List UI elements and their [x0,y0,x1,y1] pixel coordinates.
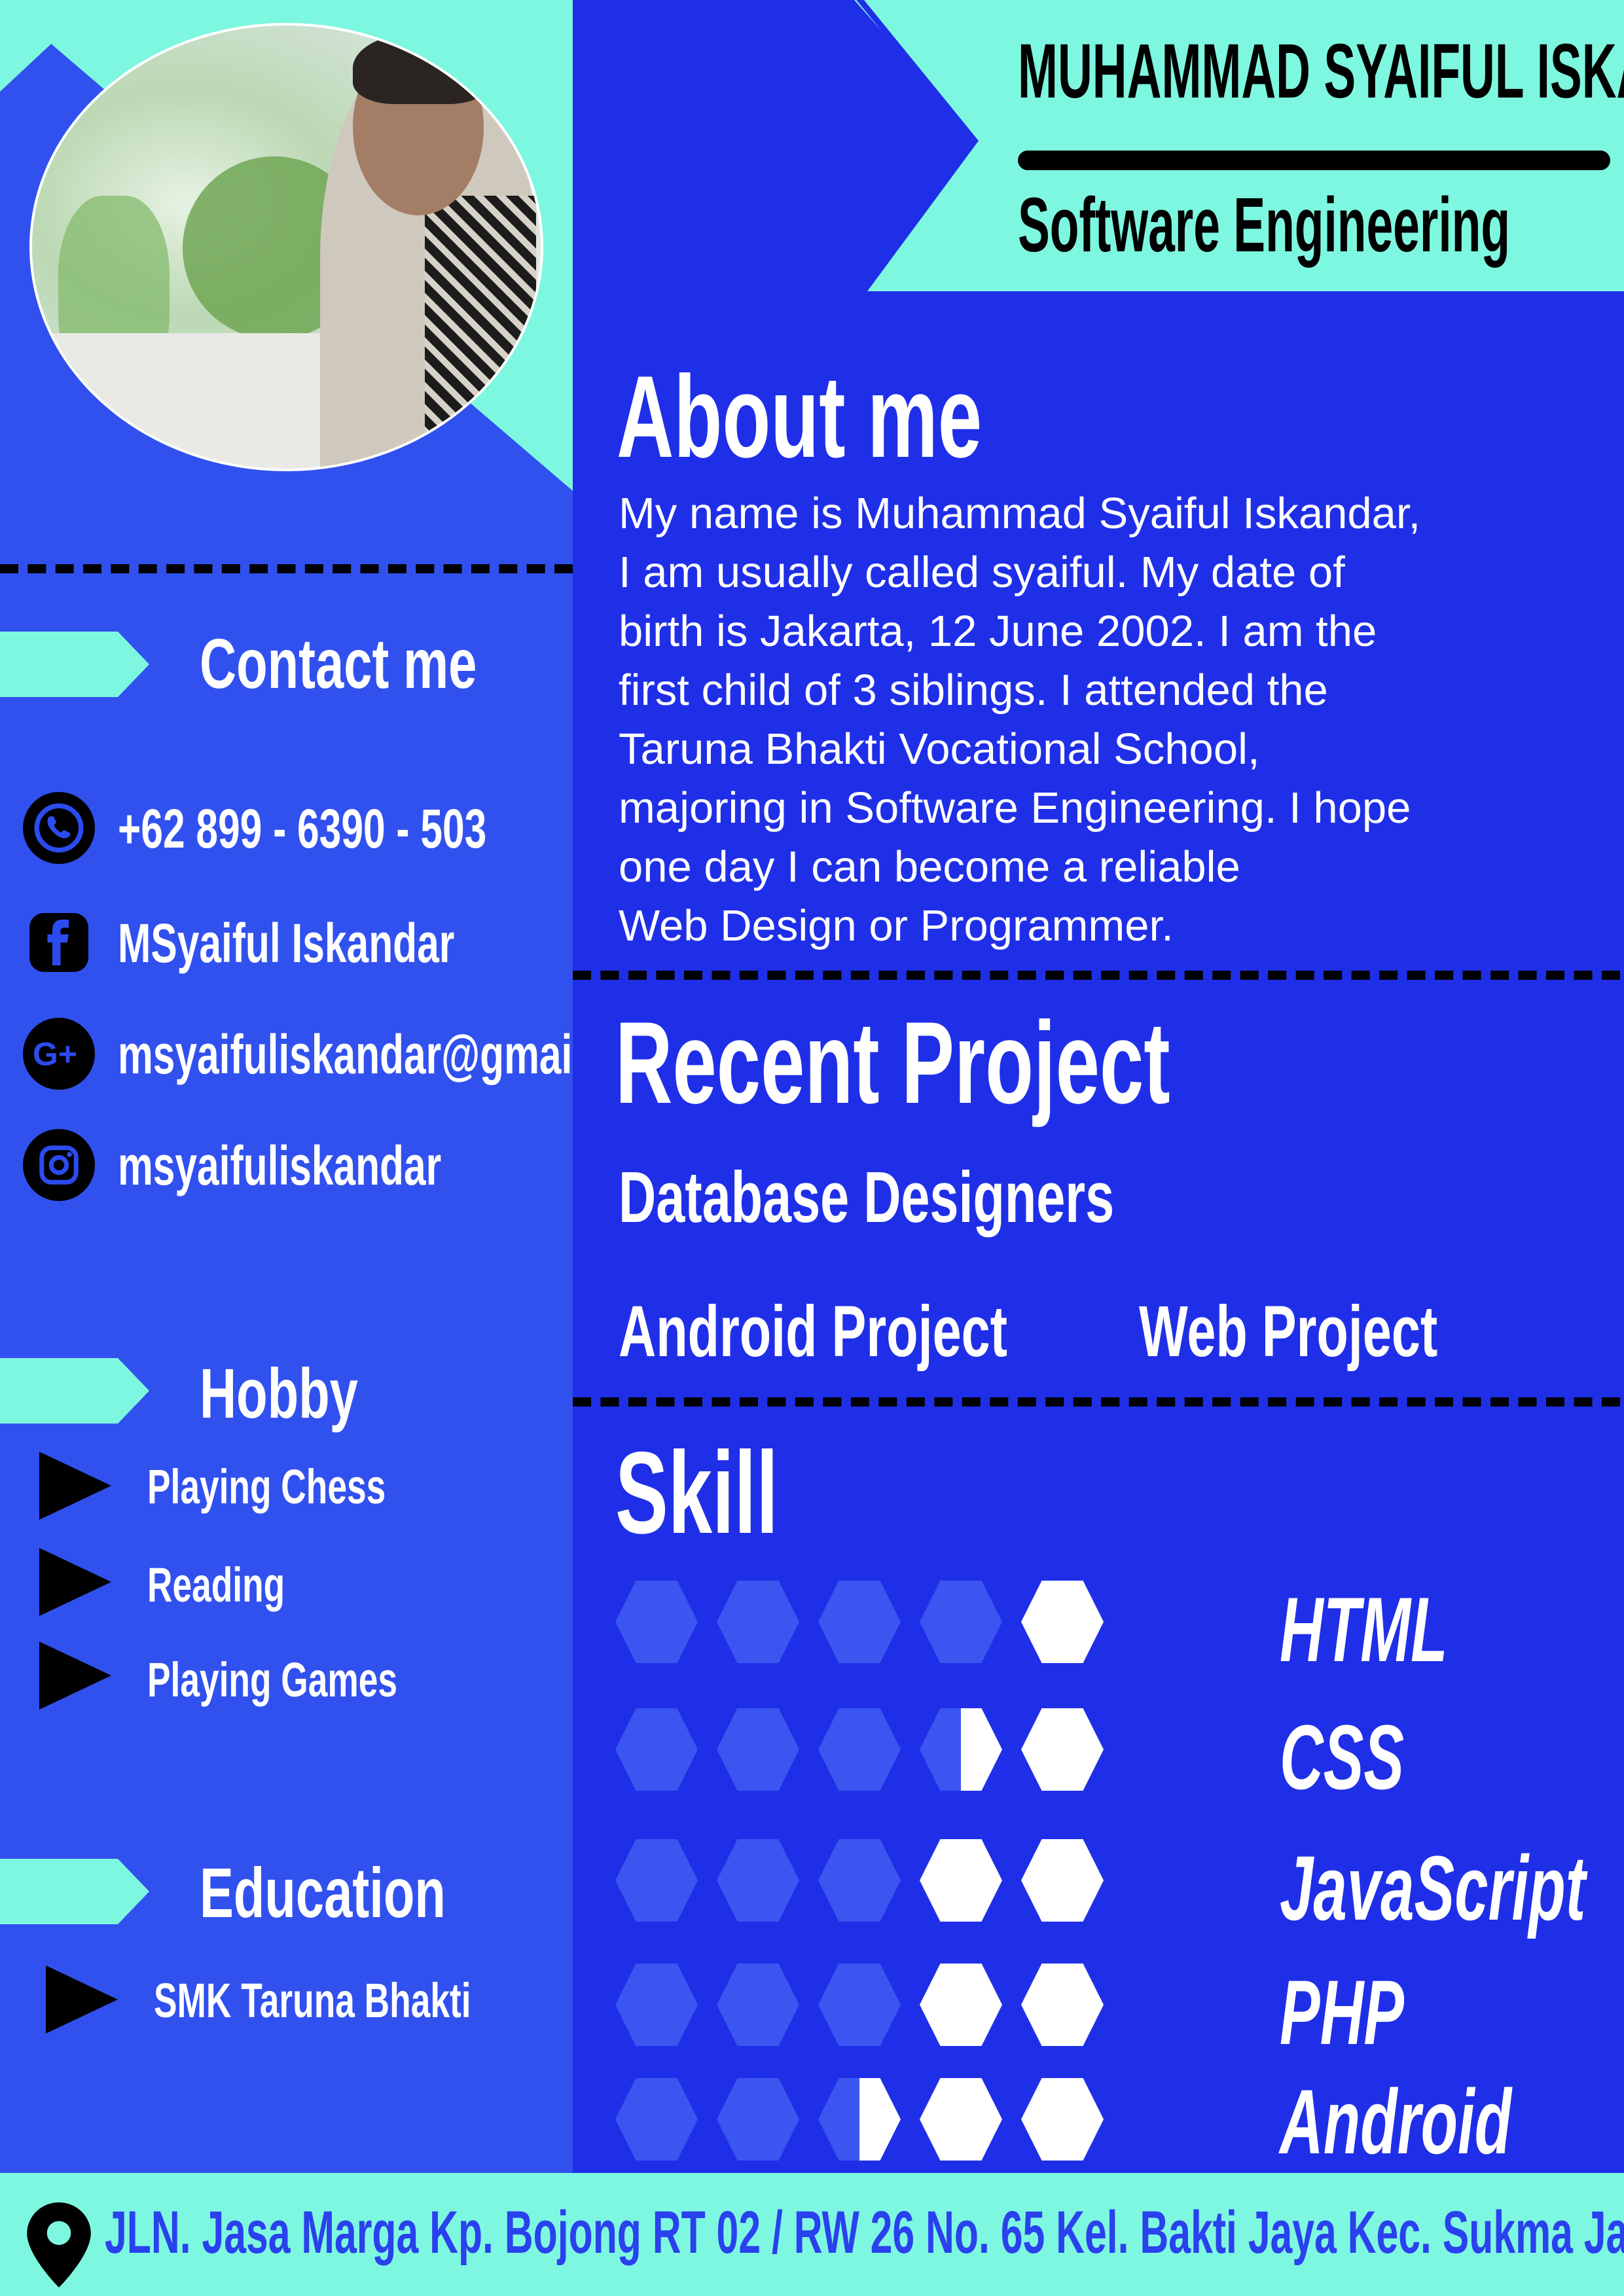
skill-hex [615,2078,698,2161]
banner-chevron-line [855,0,976,296]
skill-hex [818,1708,901,1791]
contact-facebook-text: MSyaiful Iskandar [118,912,455,974]
skill-name: HTML [1280,1578,1448,1681]
skill-rating [615,1581,1104,1663]
skill-name: PHP [1280,1961,1404,2064]
skill-rating [615,1708,1104,1791]
about-line: majoring in Software Engineering. I hope [619,783,1411,833]
address-footer: JLN. Jasa Marga Kp. Bojong RT 02 / RW 26… [0,2173,1624,2296]
skill-hex [615,1839,698,1922]
skill-hex [1021,1581,1104,1663]
project-item: Database Designers [619,1157,1115,1238]
skill-name: JavaScript [1280,1837,1586,1939]
google-plus-icon: G+ [23,1018,95,1090]
skills-title: Skill [615,1427,778,1558]
skill-hex [1021,1839,1104,1922]
education-tag [0,1859,149,1924]
skill-name: Android [1280,2070,1512,2173]
about-line: one day I can become a reliable [619,842,1240,891]
left-column: Contact me +62 899 - 6390 - 503 MSyaiful… [0,0,573,2173]
skill-hex [717,1839,799,1922]
divider-about [573,971,1620,980]
skill-hex [920,1708,1002,1791]
skill-hex [1021,1964,1104,2046]
project-item: Android Project [619,1291,1008,1372]
hobby-title: Hobby [200,1354,358,1433]
skill-hex [818,2078,901,2161]
skill-hex [818,1581,901,1663]
person-name: MUHAMMAD SYAIFUL ISKANDAR [1018,28,1624,115]
skill-rating [615,2078,1104,2161]
divider-left-top [0,564,573,573]
location-pin-icon [27,2202,91,2287]
about-title: About me [617,351,983,482]
divider-projects [573,1397,1620,1407]
skill-hex [717,1581,799,1663]
name-underline [1018,151,1610,170]
skill-hex [1021,1708,1104,1791]
hobby-bullet-icon [39,1452,111,1520]
hobby-item: Playing Chess [147,1460,386,1514]
hobby-item: Playing Games [147,1653,398,1707]
person-role: Software Engineering [1018,182,1511,268]
skill-hex [818,1839,901,1922]
education-bullet-icon [46,1965,118,2034]
hobby-bullet-icon [39,1641,111,1710]
about-text: My name is Muhammad Syaiful Iskandar, I … [619,484,1535,956]
skill-hex [615,1964,698,2046]
skill-rating [615,1839,1104,1922]
contact-whatsapp-text: +62 899 - 6390 - 503 [118,798,487,859]
hobby-tag [0,1358,149,1424]
about-line: first child of 3 siblings. I attended th… [619,666,1328,715]
skill-rating [615,1964,1104,2046]
instagram-icon [23,1129,95,1201]
whatsapp-icon [23,792,95,864]
about-line: I am usually called syaiful. My date of [619,548,1345,597]
skill-hex [615,1708,698,1791]
education-item: SMK Taruna Bhakti [154,1973,471,2028]
contact-google[interactable]: G+ msyaifuliskandar@gmail.com [23,1018,573,1090]
education-title: Education [200,1853,446,1932]
about-line: My name is Muhammad Syaiful Iskandar, [619,489,1421,538]
contact-instagram-text: msyaifuliskandar [118,1135,442,1196]
about-line: birth is Jakarta, 12 June 2002. I am the [619,607,1377,656]
address-text: JLN. Jasa Marga Kp. Bojong RT 02 / RW 26… [105,2199,1624,2266]
about-line: Taruna Bhakti Vocational School, [619,725,1260,774]
profile-photo [29,23,543,471]
about-line: Web Design or Programmer. [619,901,1174,950]
skill-hex [818,1964,901,2046]
hobby-bullet-icon [39,1548,111,1616]
contact-whatsapp[interactable]: +62 899 - 6390 - 503 [23,792,486,864]
right-column [573,0,1624,2173]
skill-hex [717,1964,799,2046]
skill-hex [920,2078,1002,2161]
skill-hex [717,2078,799,2161]
skill-hex [1021,2078,1104,2161]
project-item: Web Project [1139,1291,1438,1372]
contact-title: Contact me [200,624,477,703]
projects-title: Recent Project [615,997,1170,1128]
skill-hex [920,1581,1002,1663]
svg-text:G+: G+ [33,1036,77,1073]
skill-hex [920,1964,1002,2046]
contact-google-text: msyaifuliskandar@gmail.com [118,1024,573,1085]
contact-facebook[interactable]: MSyaiful Iskandar [23,906,454,978]
skill-hex [615,1581,698,1663]
contact-tag [0,632,149,697]
skill-hex [920,1839,1002,1922]
facebook-icon [29,913,88,972]
name-banner [854,0,1624,291]
contact-instagram[interactable]: msyaifuliskandar [23,1129,441,1201]
skill-hex [717,1708,799,1791]
hobby-item: Reading [147,1558,285,1612]
skill-name: CSS [1280,1706,1404,1808]
